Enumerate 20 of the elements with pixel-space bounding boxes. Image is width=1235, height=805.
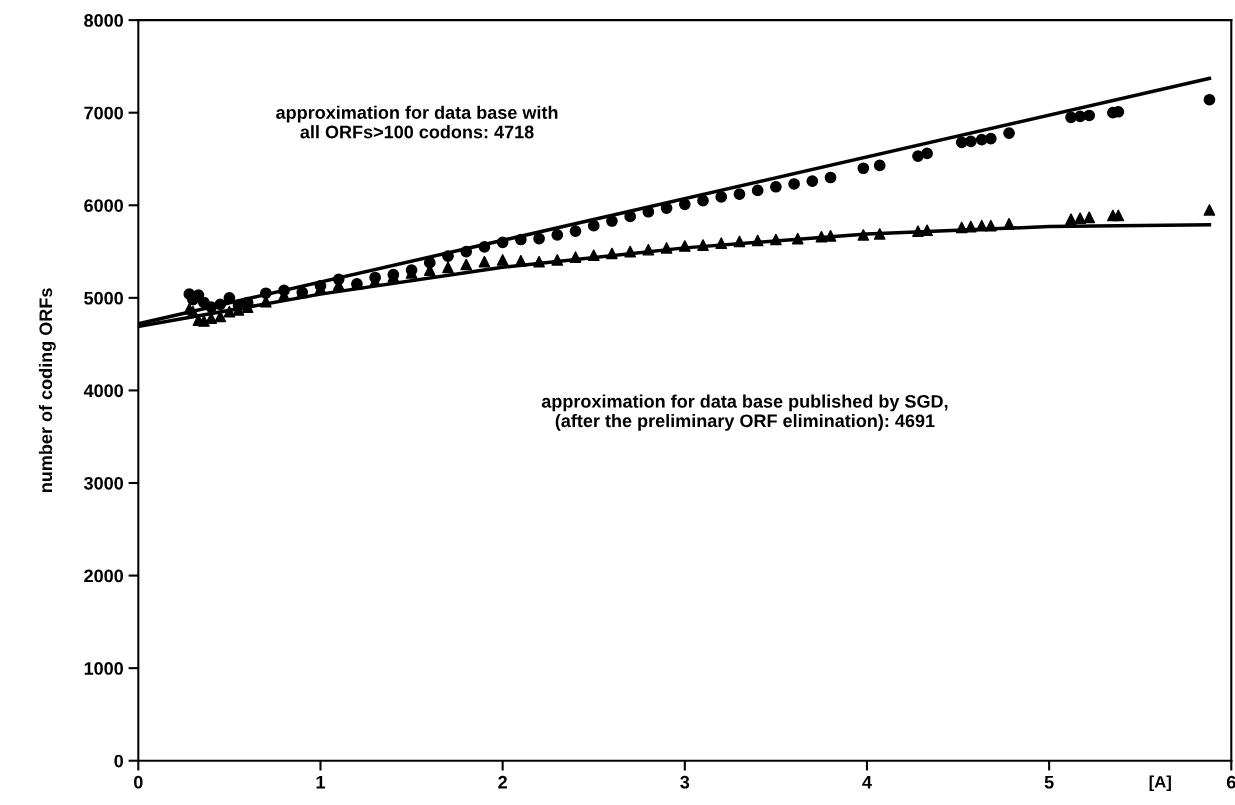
y-tick-label: 5000 (84, 291, 123, 305)
x-tick-label: 3 (680, 775, 690, 789)
y-tick-label: 8000 (84, 14, 123, 27)
annotation: approximation for data base with all ORFs>100 codons: 4718 (276, 105, 558, 139)
y-tick-label: 7000 (84, 106, 123, 120)
y-tick-label: 2000 (84, 569, 123, 583)
x-tick-label: 1 (316, 775, 325, 789)
y-tick-label: 0 (114, 754, 123, 768)
x-tick-label: 0 (134, 775, 143, 789)
x-tick-label: 5 (1044, 775, 1054, 789)
y-axis-title: number of coding ORFs (38, 288, 56, 493)
y-tick-label: 4000 (83, 384, 123, 398)
x-tick-label: 6 (1226, 775, 1235, 789)
y-tick-label: 3000 (83, 476, 123, 490)
x-tick-label: 4 (862, 775, 872, 789)
y-tick-label: 6000 (84, 199, 123, 212)
x-tick-label: 2 (498, 775, 507, 789)
x-axis-title: [A] (1149, 775, 1171, 792)
annotation: approximation for data base published by SGD, (after the preliminary ORF elimination): 4691 (541, 394, 948, 431)
y-tick-label: 1000 (84, 662, 123, 675)
